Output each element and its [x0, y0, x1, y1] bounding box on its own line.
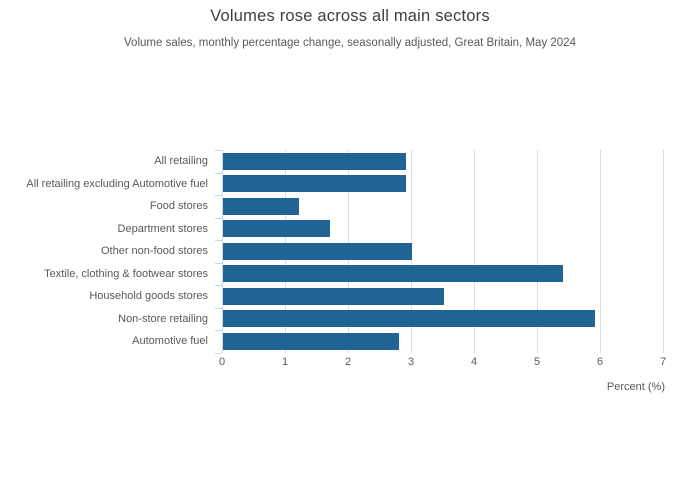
gridline [537, 150, 538, 353]
y-axis-tick [215, 150, 222, 151]
x-tick-label: 4 [470, 356, 478, 368]
bar-other-non-food-stores [223, 242, 412, 260]
y-axis-tick [215, 195, 222, 196]
category-label: Textile, clothing & footwear stores [44, 267, 208, 280]
x-tick-label: 1 [281, 356, 289, 368]
gridline [474, 150, 475, 353]
category-label: Household goods stores [89, 290, 208, 302]
x-tick-label: 7 [659, 356, 667, 368]
category-label: All retailing [154, 155, 208, 167]
category-label: Other non-food stores [100, 245, 208, 257]
category-label: Non-store retailing [118, 312, 208, 325]
y-axis-line [222, 150, 223, 353]
category-label: Automotive fuel [132, 335, 208, 347]
gridline [600, 150, 601, 353]
bar-automotive-fuel [223, 332, 400, 350]
x-tick-label: 2 [344, 356, 352, 368]
x-tick-label: 6 [596, 356, 604, 368]
chart-subtitle: Volume sales, monthly percentage change,… [124, 37, 576, 49]
bar-all-retailing [223, 152, 406, 170]
x-tick-label: 5 [533, 356, 541, 368]
bar-textile-clothing-footwear-stores [223, 265, 564, 283]
bar-non-store-retailing [223, 310, 595, 328]
y-axis-tick [215, 330, 222, 331]
y-axis-tick [215, 240, 222, 241]
category-label: Department stores [117, 222, 208, 235]
bar-all-retailing-excluding-automotive-fuel [223, 175, 406, 193]
category-label: Food stores [149, 200, 208, 212]
bar-household-goods-stores [223, 287, 444, 305]
y-axis-tick [215, 172, 222, 174]
x-axis-title: Percent (%) [606, 381, 665, 393]
x-tick-label: 3 [407, 356, 415, 368]
bar-food-stores [223, 197, 299, 215]
category-label: All retailing excluding Automotive fuel [26, 177, 208, 190]
y-axis-tick [215, 352, 222, 354]
y-axis-tick [215, 285, 222, 286]
chart-title: Volumes rose across all main sectors [210, 7, 490, 25]
x-tick-label: 0 [218, 356, 226, 368]
y-axis-tick [215, 217, 222, 219]
gridline [663, 150, 664, 353]
plot-area [215, 150, 664, 354]
y-axis-tick [215, 262, 222, 264]
bar-department-stores [223, 220, 331, 238]
y-axis-tick [215, 307, 222, 309]
